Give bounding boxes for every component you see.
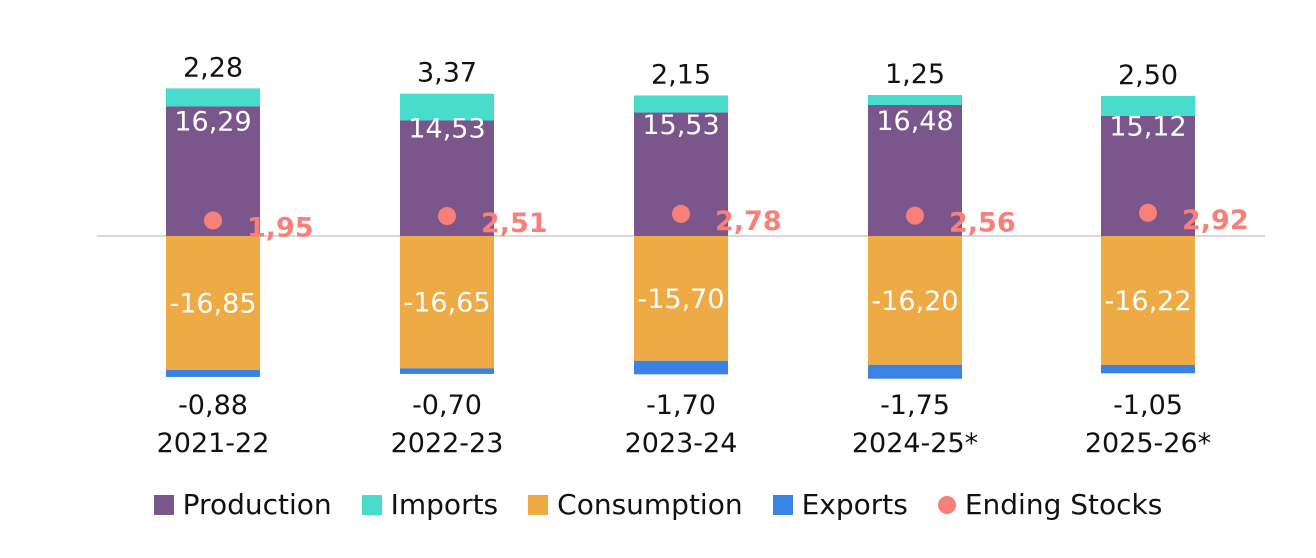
imports-bar [400,93,494,121]
consumption-data-label: -16,65 [403,288,490,319]
legend-swatch [937,495,956,514]
consumption-bar [400,236,494,369]
exports-data-label: -1,70 [646,390,716,421]
imports-data-label: 3,37 [417,58,477,89]
imports-data-label: 1,25 [885,59,945,90]
consumption-bar [1101,236,1195,365]
production-data-label: 16,29 [174,107,251,138]
legend-label: Consumption [557,488,743,521]
imports-bar [166,88,260,107]
exports-bar [634,360,728,375]
category-tick-label: 2022-23 [391,428,504,459]
legend-swatch [361,494,382,515]
legend-item-exports: Exports [772,488,908,521]
legend-label: Ending Stocks [964,488,1163,521]
ending-stocks-point [672,204,690,223]
ending-stocks-point [906,206,924,225]
exports-data-label: -1,75 [880,390,950,421]
category-tick-label: 2021-22 [157,428,270,459]
consumption-data-label: -16,20 [871,286,958,317]
ending-stocks-data-label: 2,56 [949,208,1016,239]
imports-data-label: 2,15 [651,59,711,90]
exports-bar [166,369,260,377]
exports-data-label: -1,05 [1113,390,1183,421]
legend-label: Imports [390,488,499,521]
legend-swatch [153,494,174,515]
imports-bar [1101,95,1195,116]
imports-data-label: 2,28 [183,52,243,83]
legend-swatch [772,494,793,515]
ending-stocks-point [438,207,456,226]
ending-stocks-data-label: 1,95 [247,212,314,243]
category-tick-label: 2023-24 [625,428,738,459]
ending-stocks-data-label: 2,92 [1182,205,1249,236]
legend-item-ending-stocks: Ending Stocks [937,488,1163,521]
exports-data-label: -0,88 [178,390,248,421]
exports-bar [1101,364,1195,374]
legend-label: Exports [801,488,908,521]
consumption-data-label: -15,70 [637,284,724,315]
exports-bar [400,368,494,374]
category-tick-label: 2025-26* [1085,428,1211,459]
chart-legend: Production Imports Consumption Exports Endin… [0,488,1316,521]
exports-data-label: -0,70 [412,390,482,421]
imports-bar [868,95,962,105]
consumption-data-label: -16,22 [1104,286,1191,317]
production-data-label: 15,53 [642,110,719,141]
exports-bar [868,364,962,379]
consumption-bar [634,236,728,361]
consumption-bar [166,236,260,370]
legend-item-consumption: Consumption [528,488,743,521]
chart-plot: 2,28 16,29 -16,85 -0,88 2021-22 1,95 3,37 14,53… [97,52,1265,459]
consumption-bar [868,236,962,365]
legend-item-imports: Imports [361,488,499,521]
legend-item-production: Production [153,488,332,521]
production-data-label: 16,48 [876,106,953,137]
consumption-data-label: -16,85 [169,288,256,319]
imports-bar [634,95,728,113]
ending-stocks-data-label: 2,51 [481,208,548,239]
ending-stocks-point [204,211,222,230]
category-tick-label: 2024-25* [852,428,978,459]
ending-stocks-point [1139,203,1157,222]
legend-label: Production [182,488,332,521]
legend-swatch [528,494,549,515]
production-data-label: 14,53 [408,114,485,145]
imports-data-label: 2,50 [1118,60,1178,91]
ending-stocks-data-label: 2,78 [715,206,782,237]
production-data-label: 15,12 [1109,111,1186,142]
